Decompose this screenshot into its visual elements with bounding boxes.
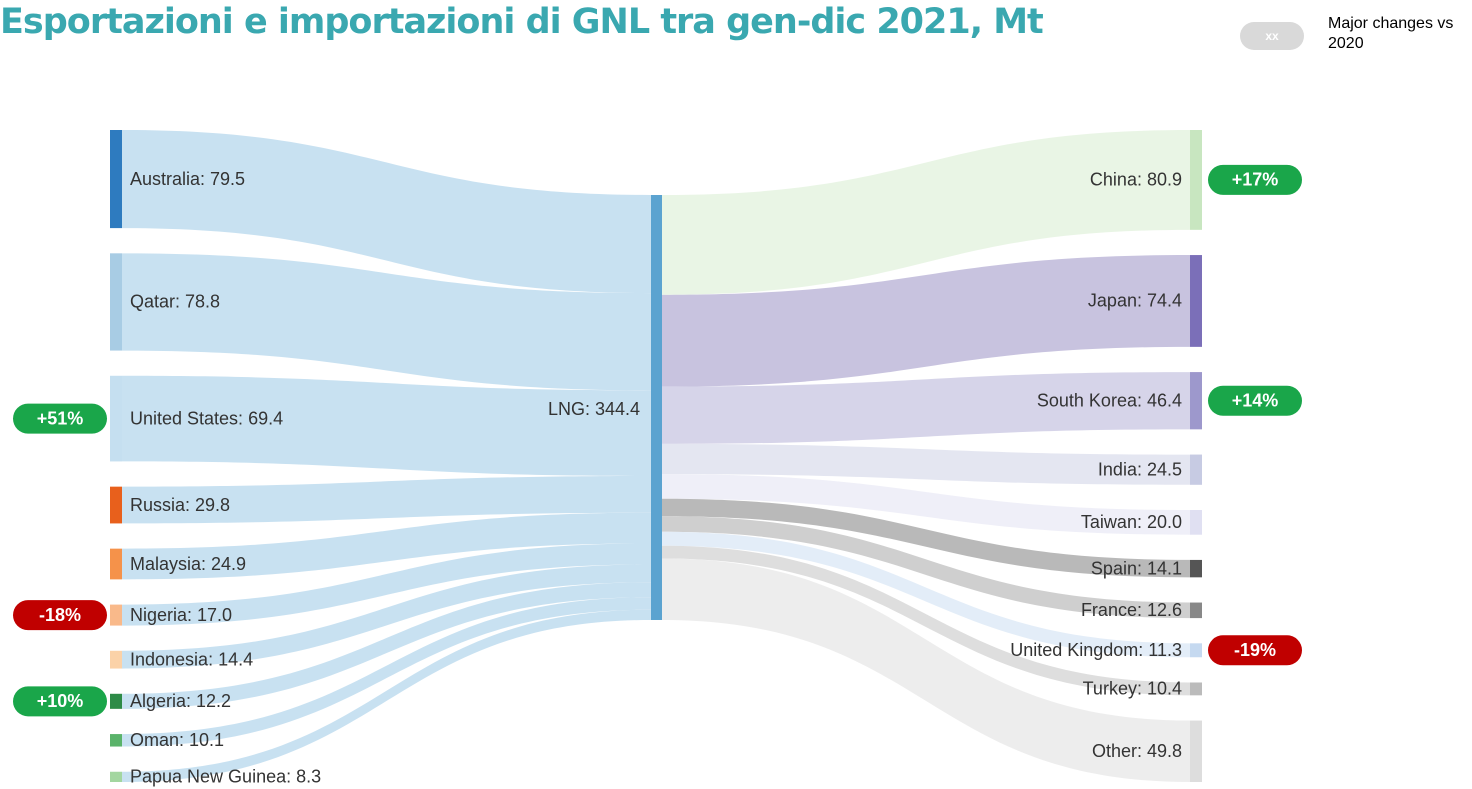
target-label: India: 24.5 — [1098, 459, 1182, 479]
source-node — [110, 253, 122, 351]
source-label: United States: 69.4 — [130, 408, 283, 428]
change-badge — [13, 686, 107, 717]
target-label: Turkey: 10.4 — [1083, 679, 1182, 699]
change-label: +17% — [1232, 170, 1279, 190]
flow-link — [662, 516, 1190, 619]
change-badge — [1208, 385, 1302, 416]
target-node — [1190, 682, 1202, 696]
source-node — [110, 604, 122, 626]
center-label: LNG: 344.4 — [548, 399, 640, 419]
target-label: United Kingdom: 11.3 — [1010, 640, 1182, 660]
target-label: South Korea: 46.4 — [1037, 390, 1182, 410]
change-badge — [13, 600, 107, 631]
flow-link — [122, 475, 651, 524]
target-label: China: 80.9 — [1090, 170, 1182, 190]
source-label: Qatar: 78.8 — [130, 292, 220, 312]
legend-text: Major changes vs 2020 — [1328, 15, 1454, 52]
change-label: -19% — [1234, 640, 1276, 660]
source-label: Algeria: 12.2 — [130, 691, 231, 711]
source-node — [110, 771, 122, 782]
target-label: Spain: 14.1 — [1091, 558, 1182, 578]
target-node — [1190, 130, 1202, 230]
source-label: Russia: 29.8 — [130, 495, 230, 515]
change-label: -18% — [39, 605, 81, 625]
source-label: Nigeria: 17.0 — [130, 605, 232, 625]
target-node — [1190, 510, 1202, 535]
target-label: Japan: 74.4 — [1088, 291, 1182, 311]
source-label: Indonesia: 14.4 — [130, 649, 253, 669]
flow-link — [122, 375, 651, 476]
change-label: +51% — [37, 408, 84, 428]
change-badge — [1208, 635, 1302, 666]
flow-link — [122, 609, 651, 782]
source-node — [110, 486, 122, 524]
flow-link — [122, 543, 651, 626]
flow-link — [122, 512, 651, 580]
flow-link — [662, 372, 1190, 444]
source-node — [110, 693, 122, 709]
flow-link — [662, 531, 1190, 658]
flow-link — [122, 253, 651, 391]
target-node — [1190, 720, 1202, 782]
change-badge — [1208, 164, 1302, 195]
flow-link — [662, 498, 1190, 578]
flow-link — [662, 545, 1190, 696]
legend-sample: xx — [1240, 22, 1304, 50]
target-node — [1190, 643, 1202, 658]
flow-link — [122, 130, 651, 294]
flow-link — [122, 597, 651, 747]
target-label: Taiwan: 20.0 — [1081, 512, 1182, 532]
flow-link — [662, 474, 1190, 535]
chart-title: Esportazioni e importazioni di GNL tra g… — [0, 2, 1044, 42]
flow-link — [122, 564, 651, 669]
source-node — [110, 548, 122, 580]
source-node — [110, 375, 122, 462]
change-label: +10% — [37, 691, 84, 711]
source-label: Papua New Guinea: 8.3 — [130, 767, 321, 787]
target-node — [1190, 454, 1202, 485]
source-node — [110, 734, 122, 747]
change-label: +14% — [1232, 390, 1279, 410]
source-label: Australia: 79.5 — [130, 169, 245, 189]
target-node — [1190, 602, 1202, 619]
flow-link — [662, 255, 1190, 387]
target-node — [1190, 372, 1202, 430]
center-node — [651, 195, 662, 620]
change-badge — [13, 403, 107, 434]
target-node — [1190, 255, 1202, 347]
flow-link — [662, 443, 1190, 485]
target-label: France: 12.6 — [1081, 600, 1182, 620]
source-label: Oman: 10.1 — [130, 730, 224, 750]
flow-link — [662, 130, 1190, 295]
target-node — [1190, 559, 1202, 578]
source-label: Malaysia: 24.9 — [130, 554, 246, 574]
source-node — [110, 650, 122, 669]
flow-link — [662, 558, 1190, 782]
source-node — [110, 130, 122, 229]
target-label: Other: 49.8 — [1092, 741, 1182, 761]
flow-link — [122, 582, 651, 709]
